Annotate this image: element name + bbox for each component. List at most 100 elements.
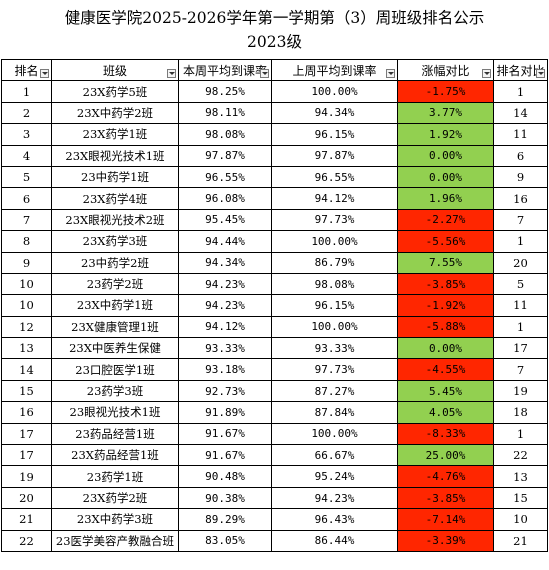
last-week-cell[interactable]: 86.79%: [271, 251, 398, 274]
rank-cell[interactable]: 1: [1, 80, 52, 103]
change-cell[interactable]: 7.55%: [397, 251, 494, 274]
change-cell[interactable]: -2.27%: [397, 208, 494, 232]
filter-dropdown-icon[interactable]: [386, 69, 395, 79]
this-week-cell[interactable]: 89.29%: [178, 508, 272, 531]
filter-dropdown-icon[interactable]: [260, 69, 269, 79]
change-cell[interactable]: -3.85%: [397, 272, 494, 296]
change-cell[interactable]: -3.39%: [397, 529, 494, 552]
class-cell[interactable]: 23X中药学2班: [51, 101, 179, 125]
this-week-cell[interactable]: 98.11%: [178, 101, 272, 125]
class-cell[interactable]: 23X药学2班: [51, 486, 179, 510]
prev-rank-cell[interactable]: 1: [493, 315, 548, 339]
rank-cell[interactable]: 19: [1, 465, 52, 488]
this-week-cell[interactable]: 91.67%: [178, 444, 272, 467]
prev-rank-cell[interactable]: 11: [493, 294, 548, 317]
prev-rank-cell[interactable]: 16: [493, 187, 548, 210]
this-week-cell[interactable]: 94.34%: [178, 251, 272, 274]
last-week-cell[interactable]: 87.84%: [271, 401, 398, 424]
change-cell[interactable]: -8.33%: [397, 422, 494, 446]
prev-rank-cell[interactable]: 17: [493, 337, 548, 360]
class-cell[interactable]: 23X眼视光技术2班: [51, 208, 179, 232]
this-week-cell[interactable]: 93.33%: [178, 337, 272, 360]
last-week-cell[interactable]: 97.73%: [271, 208, 398, 232]
class-cell[interactable]: 23X中药学3班: [51, 508, 179, 531]
rank-cell[interactable]: 8: [1, 230, 52, 253]
prev-rank-cell[interactable]: 21: [493, 529, 548, 552]
prev-rank-cell[interactable]: 7: [493, 208, 548, 232]
change-cell[interactable]: 1.96%: [397, 187, 494, 210]
change-cell[interactable]: 0.00%: [397, 144, 494, 167]
class-cell[interactable]: 23药学2班: [51, 272, 179, 296]
last-week-cell[interactable]: 97.73%: [271, 358, 398, 381]
prev-rank-cell[interactable]: 5: [493, 272, 548, 296]
this-week-cell[interactable]: 91.67%: [178, 422, 272, 446]
rank-cell[interactable]: 10: [1, 272, 52, 296]
class-cell[interactable]: 23药学1班: [51, 465, 179, 488]
class-cell[interactable]: 23口腔医学1班: [51, 358, 179, 381]
class-cell[interactable]: 23中药学1班: [51, 165, 179, 189]
this-week-cell[interactable]: 90.48%: [178, 465, 272, 488]
class-cell[interactable]: 23X药品经营1班: [51, 444, 179, 467]
filter-dropdown-icon[interactable]: [482, 69, 491, 79]
rank-cell[interactable]: 12: [1, 315, 52, 339]
last-week-cell[interactable]: 100.00%: [271, 230, 398, 253]
last-week-cell[interactable]: 100.00%: [271, 422, 398, 446]
rank-cell[interactable]: 17: [1, 422, 52, 446]
rank-cell[interactable]: 13: [1, 337, 52, 360]
last-week-cell[interactable]: 96.15%: [271, 123, 398, 146]
last-week-cell[interactable]: 96.43%: [271, 508, 398, 531]
last-week-cell[interactable]: 66.67%: [271, 444, 398, 467]
rank-cell[interactable]: 7: [1, 208, 52, 232]
change-cell[interactable]: 5.45%: [397, 379, 494, 403]
prev-rank-cell[interactable]: 15: [493, 486, 548, 510]
class-cell[interactable]: 23药品经营1班: [51, 422, 179, 446]
prev-rank-cell[interactable]: 7: [493, 358, 548, 381]
this-week-cell[interactable]: 94.12%: [178, 315, 272, 339]
this-week-cell[interactable]: 91.89%: [178, 401, 272, 424]
prev-rank-cell[interactable]: 11: [493, 123, 548, 146]
this-week-cell[interactable]: 94.44%: [178, 230, 272, 253]
last-week-cell[interactable]: 94.12%: [271, 187, 398, 210]
change-cell[interactable]: -5.88%: [397, 315, 494, 339]
last-week-cell[interactable]: 94.34%: [271, 101, 398, 125]
class-cell[interactable]: 23中药学2班: [51, 251, 179, 274]
change-cell[interactable]: -4.76%: [397, 465, 494, 488]
prev-rank-cell[interactable]: 13: [493, 465, 548, 488]
class-cell[interactable]: 23X中药学1班: [51, 294, 179, 317]
class-cell[interactable]: 23X药学5班: [51, 80, 179, 103]
rank-cell[interactable]: 4: [1, 144, 52, 167]
rank-cell[interactable]: 17: [1, 444, 52, 467]
change-cell[interactable]: 4.05%: [397, 401, 494, 424]
this-week-cell[interactable]: 96.55%: [178, 165, 272, 189]
last-week-cell[interactable]: 100.00%: [271, 80, 398, 103]
last-week-cell[interactable]: 95.24%: [271, 465, 398, 488]
last-week-cell[interactable]: 96.15%: [271, 294, 398, 317]
prev-rank-cell[interactable]: 6: [493, 144, 548, 167]
last-week-cell[interactable]: 98.08%: [271, 272, 398, 296]
rank-cell[interactable]: 20: [1, 486, 52, 510]
this-week-cell[interactable]: 90.38%: [178, 486, 272, 510]
prev-rank-cell[interactable]: 20: [493, 251, 548, 274]
class-cell[interactable]: 23X健康管理1班: [51, 315, 179, 339]
rank-cell[interactable]: 21: [1, 508, 52, 531]
class-cell[interactable]: 23X药学3班: [51, 230, 179, 253]
prev-rank-cell[interactable]: 1: [493, 230, 548, 253]
last-week-cell[interactable]: 93.33%: [271, 337, 398, 360]
change-cell[interactable]: 0.00%: [397, 337, 494, 360]
last-week-cell[interactable]: 100.00%: [271, 315, 398, 339]
this-week-cell[interactable]: 92.73%: [178, 379, 272, 403]
rank-cell[interactable]: 9: [1, 251, 52, 274]
prev-rank-cell[interactable]: 22: [493, 444, 548, 467]
filter-dropdown-icon[interactable]: [167, 69, 176, 79]
change-cell[interactable]: 1.92%: [397, 123, 494, 146]
class-cell[interactable]: 23X眼视光技术1班: [51, 144, 179, 167]
class-cell[interactable]: 23药学3班: [51, 379, 179, 403]
last-week-cell[interactable]: 87.27%: [271, 379, 398, 403]
class-cell[interactable]: 23眼视光技术1班: [51, 401, 179, 424]
change-cell[interactable]: 25.00%: [397, 444, 494, 467]
change-cell[interactable]: -1.75%: [397, 80, 494, 103]
rank-cell[interactable]: 5: [1, 165, 52, 189]
change-cell[interactable]: -7.14%: [397, 508, 494, 531]
prev-rank-cell[interactable]: 19: [493, 379, 548, 403]
last-week-cell[interactable]: 86.44%: [271, 529, 398, 552]
